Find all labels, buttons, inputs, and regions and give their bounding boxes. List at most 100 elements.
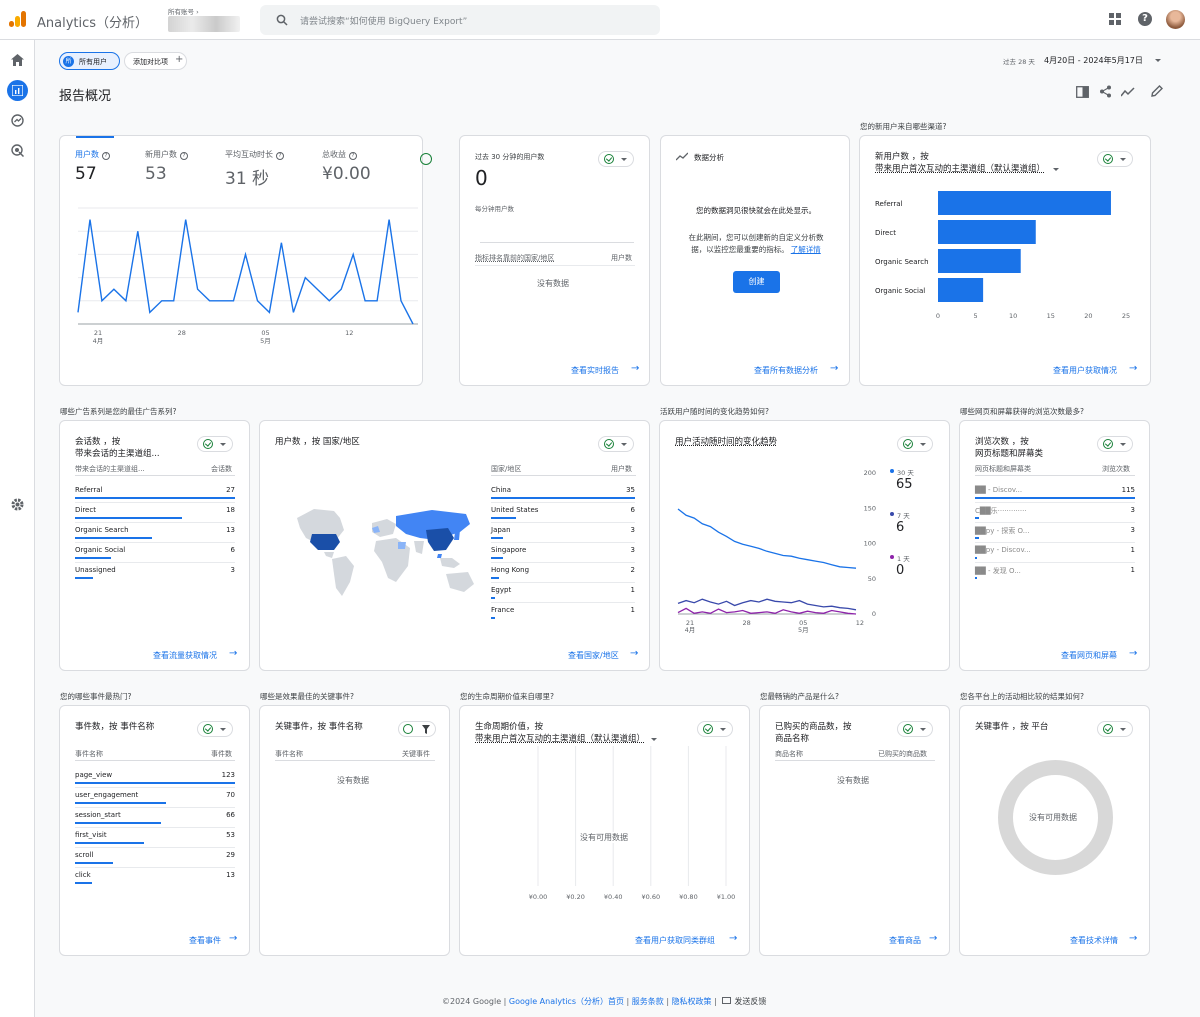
active-users-status-toggle[interactable] xyxy=(897,436,933,452)
realtime-subtitle: 每分钟用户数 xyxy=(475,205,514,213)
table-row-divider xyxy=(75,827,235,828)
footer-home-link[interactable]: Google Analytics（分析）首页 xyxy=(508,997,624,1006)
ltv-status-toggle[interactable] xyxy=(697,721,733,737)
divider xyxy=(775,760,935,761)
apps-grid-icon[interactable] xyxy=(1109,13,1121,25)
arrow-right-icon[interactable]: → xyxy=(1129,363,1138,374)
sessions-link[interactable]: 查看流量获取情况 xyxy=(153,651,217,660)
user-avatar[interactable] xyxy=(1166,10,1185,29)
edit-pencil-icon[interactable] xyxy=(1151,85,1163,97)
table-row-bar xyxy=(75,537,153,539)
key-events-status-toggle[interactable] xyxy=(398,721,436,737)
sessions-card: 会话数 ，按 带来会话的主渠道组... 带来会话的主渠道组... 会话数 查看流… xyxy=(59,420,250,671)
new-users-dimension[interactable]: 带来用户首次互动的主渠道组（默认渠道组） xyxy=(875,164,1046,174)
arrow-right-icon[interactable]: → xyxy=(631,363,640,374)
pages-status-toggle[interactable] xyxy=(1097,436,1133,452)
feedback-icon[interactable] xyxy=(722,997,732,1004)
create-button[interactable]: 创建 xyxy=(733,271,780,293)
footer-feedback-link[interactable]: 发送反馈 xyxy=(734,997,767,1006)
info-icon[interactable]: ? xyxy=(276,152,284,160)
help-icon[interactable]: ? xyxy=(1138,12,1152,26)
x-tick-label: ¥1.00 xyxy=(717,893,736,901)
bar xyxy=(938,220,1036,244)
new-users-status-toggle[interactable] xyxy=(1097,151,1133,167)
footer-privacy-link[interactable]: 隐私权政策 xyxy=(671,997,712,1006)
plus-icon: + xyxy=(175,54,184,65)
account-name-redacted[interactable] xyxy=(168,16,240,32)
learn-more-link[interactable]: 了解详情 xyxy=(790,245,821,254)
realtime-link[interactable]: 查看实时报告 xyxy=(571,366,619,375)
insights-sparkline-icon[interactable] xyxy=(1121,86,1135,98)
legend-value: 0 xyxy=(896,563,905,578)
metric-label: 新用户数 xyxy=(145,150,177,159)
series-line xyxy=(677,598,857,611)
info-icon[interactable]: ? xyxy=(180,152,188,160)
footer-terms-link[interactable]: 服务条款 xyxy=(631,997,664,1006)
realtime-status-toggle[interactable] xyxy=(598,151,634,167)
arrow-right-icon[interactable]: → xyxy=(1129,933,1138,944)
date-range[interactable]: 4月20日 - 2024年5月17日 xyxy=(1044,56,1143,65)
dimension-dropdown-icon[interactable] xyxy=(651,738,657,741)
share-icon[interactable] xyxy=(1099,85,1112,98)
table-row-bar xyxy=(975,537,980,539)
pages-dimension[interactable]: 网页标题和屏幕类 xyxy=(975,449,1044,459)
platform-link[interactable]: 查看技术详情 xyxy=(1070,936,1118,945)
filter-icon[interactable] xyxy=(422,725,430,734)
table-row-name: Organic Search xyxy=(75,526,129,534)
overview-card: 用户数? 57 新用户数? 53 平均互动时长? 31 秒 总收益? ¥0.00… xyxy=(59,135,432,386)
metric-total-revenue[interactable]: 总收益? ¥0.00 xyxy=(322,149,371,184)
y-tick-label: 50 xyxy=(868,575,876,583)
arrow-right-icon[interactable]: → xyxy=(1129,648,1138,659)
arrow-right-icon[interactable]: → xyxy=(630,648,639,659)
events-status-toggle[interactable] xyxy=(197,721,233,737)
admin-gear-icon[interactable] xyxy=(11,498,24,511)
divider xyxy=(275,760,435,761)
compare-columns-icon[interactable] xyxy=(1076,86,1089,98)
left-nav: › › xyxy=(0,40,42,1017)
dimension-dropdown-icon[interactable] xyxy=(1053,168,1059,171)
table-row-divider xyxy=(75,502,235,503)
events-link[interactable]: 查看事件 xyxy=(189,936,221,945)
account-label[interactable]: 所有账号 › xyxy=(168,8,199,16)
platform-status-toggle[interactable] xyxy=(1097,721,1133,737)
home-icon[interactable] xyxy=(11,54,24,66)
ltv-link[interactable]: 查看用户获取同类群组 xyxy=(635,936,715,945)
arrow-right-icon[interactable]: → xyxy=(229,933,238,944)
add-compare-button[interactable]: 添加对比项 + xyxy=(124,52,187,70)
explore-icon[interactable] xyxy=(11,114,24,127)
sessions-dimension[interactable]: 带来会话的主渠道组... xyxy=(75,449,160,459)
date-dropdown-icon[interactable] xyxy=(1155,59,1161,62)
reports-icon[interactable] xyxy=(7,80,28,101)
ltv-dimension[interactable]: 带来用户首次互动的主渠道组（默认渠道组） xyxy=(475,734,646,744)
sessions-status-toggle[interactable] xyxy=(197,436,233,452)
table-row-name: session_start xyxy=(75,811,121,819)
table-row-bar xyxy=(75,822,161,824)
analytics-logo-icon[interactable] xyxy=(9,11,27,29)
arrow-right-icon[interactable]: → xyxy=(830,363,839,374)
arrow-right-icon[interactable]: → xyxy=(929,933,938,944)
products-link[interactable]: 查看商品 xyxy=(889,936,921,945)
table-row-divider xyxy=(75,542,235,543)
country-status-toggle[interactable] xyxy=(598,436,634,452)
insights-link[interactable]: 查看所有数据分析 xyxy=(754,366,818,375)
new-users-link[interactable]: 查看用户获取情况 xyxy=(1053,366,1117,375)
products-dimension[interactable]: 商品名称 xyxy=(775,734,810,744)
table-row-name: Singapore xyxy=(491,546,527,554)
status-check-icon[interactable] xyxy=(420,153,432,165)
country-link[interactable]: 查看国家/地区 xyxy=(568,651,619,660)
arrow-right-icon[interactable]: → xyxy=(729,933,738,944)
segment-chip[interactable]: 所 所有用户 xyxy=(59,52,120,70)
metric-users[interactable]: 用户数? 57 xyxy=(75,149,110,184)
date-prefix[interactable]: 过去 28 天 xyxy=(1003,58,1035,66)
metric-avg-engagement[interactable]: 平均互动时长? 31 秒 xyxy=(225,149,284,189)
pages-link[interactable]: 查看网页和屏幕 xyxy=(1061,651,1117,660)
advertising-icon[interactable] xyxy=(11,144,24,157)
search-bar[interactable]: 请尝试搜索“如何使用 BigQuery Export” xyxy=(260,5,660,35)
events-card: 事件数，按 事件名称 事件名称 事件数 查看事件 → page_view 123 u… xyxy=(59,705,250,956)
arrow-right-icon[interactable]: → xyxy=(229,648,238,659)
app-title[interactable]: Analytics（分析） xyxy=(37,16,149,31)
info-icon[interactable]: ? xyxy=(102,152,110,160)
products-status-toggle[interactable] xyxy=(897,721,933,737)
metric-new-users[interactable]: 新用户数? 53 xyxy=(145,149,188,184)
info-icon[interactable]: ? xyxy=(349,152,357,160)
